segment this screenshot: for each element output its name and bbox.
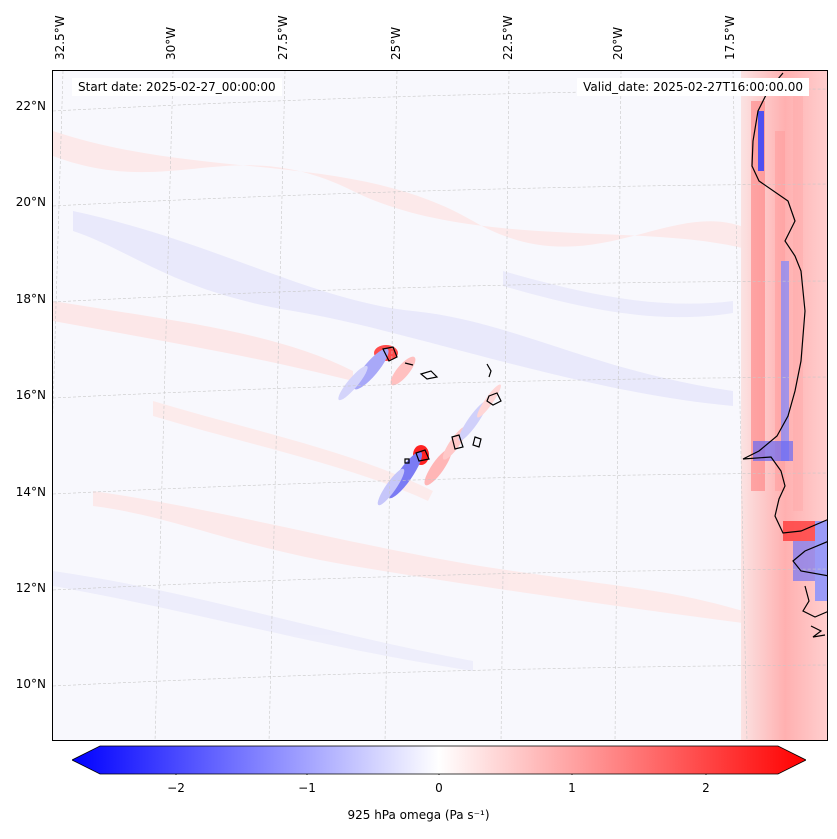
colorbar-tick-label: 1 xyxy=(568,781,576,795)
omega-field xyxy=(53,131,753,671)
lat-label: 22°N xyxy=(15,99,46,113)
start-date-label: Start date: 2025-02-27_00:00:00 xyxy=(72,78,282,96)
lon-label: 25°W xyxy=(389,26,403,60)
colorbar-tick-label: −1 xyxy=(298,781,316,795)
lat-label: 14°N xyxy=(15,485,46,499)
colorbar xyxy=(71,745,807,778)
lon-label: 22.5°W xyxy=(501,15,515,60)
island-disturbances xyxy=(338,345,501,506)
lat-label: 18°N xyxy=(15,292,46,306)
valid-date-label: Valid_date: 2025-02-27T16:00:00.00 xyxy=(577,78,809,96)
lon-label: 27.5°W xyxy=(276,15,290,60)
coastlines xyxy=(382,72,827,638)
coastal-band xyxy=(741,71,827,740)
lat-label: 16°N xyxy=(15,388,46,402)
colorbar-tick-label: 2 xyxy=(702,781,710,795)
lon-label: 30°W xyxy=(164,26,178,60)
lat-label: 12°N xyxy=(15,581,46,595)
lon-label: 17.5°W xyxy=(723,15,737,60)
colorbar-tick-label: 0 xyxy=(435,781,443,795)
lat-label: 20°N xyxy=(15,195,46,209)
lon-label: 20°W xyxy=(611,26,625,60)
map-panel xyxy=(52,70,828,741)
gridlines xyxy=(53,71,827,740)
lon-label: 32.5°W xyxy=(53,15,67,60)
colorbar-svg xyxy=(71,745,807,778)
colorbar-tick-label: −2 xyxy=(167,781,185,795)
lat-label: 10°N xyxy=(15,677,46,691)
map-canvas xyxy=(53,71,827,740)
colorbar-label: 925 hPa omega (Pa s⁻¹) xyxy=(347,808,490,822)
